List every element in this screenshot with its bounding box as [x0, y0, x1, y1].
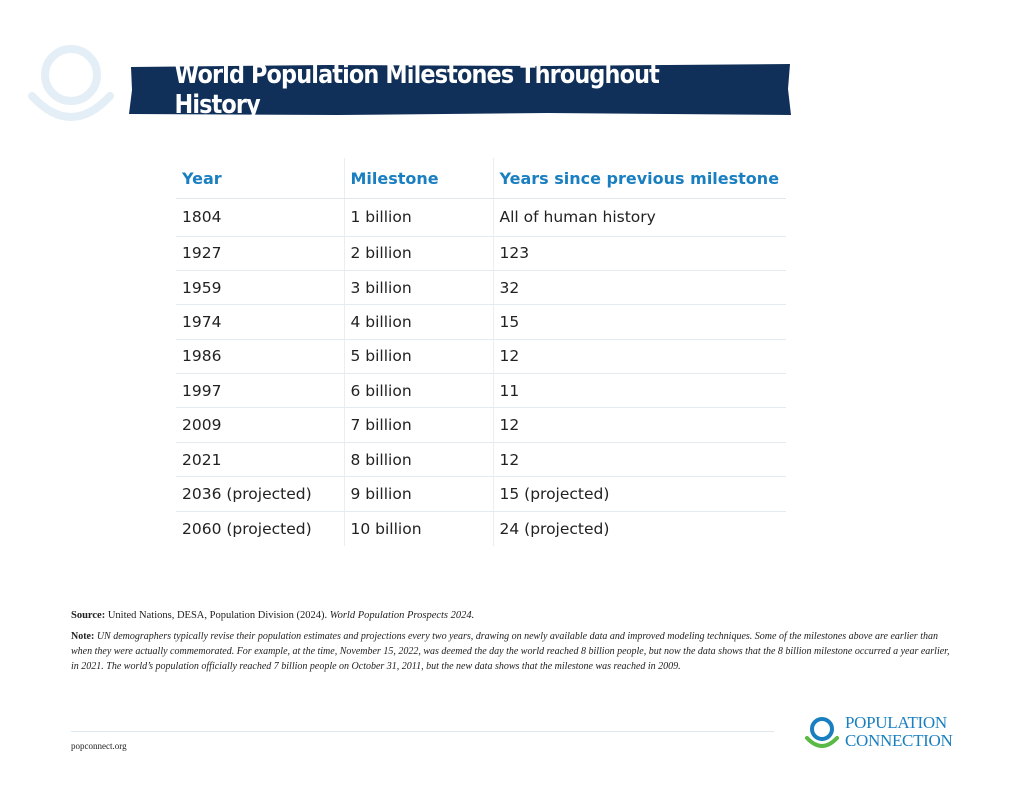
- cell-milestone: 5 billion: [344, 339, 494, 375]
- footer-divider: [71, 731, 774, 732]
- cell-years-since: 12: [493, 339, 786, 375]
- cell-year: 1959: [176, 270, 345, 306]
- table-row: 1927 2 billion 123: [176, 236, 786, 271]
- website-link[interactable]: popconnect.org: [71, 741, 127, 751]
- cell-milestone: 10 billion: [344, 511, 494, 546]
- cell-years-since: 32: [493, 270, 786, 306]
- table-row: 2036 (projected) 9 billion 15 (projected…: [176, 476, 786, 512]
- brand-name-line2: CONNECTION: [845, 731, 953, 750]
- cell-year: 1927: [176, 236, 345, 271]
- note-paragraph: Note: UN demographers typically revise t…: [71, 629, 955, 674]
- cell-years-since: 123: [493, 236, 786, 271]
- cell-milestone: 6 billion: [344, 373, 494, 409]
- cell-year: 1997: [176, 373, 345, 409]
- milestones-table-container: Year Milestone Years since previous mile…: [176, 158, 786, 546]
- source-title: World Population Prospects 2024.: [329, 610, 475, 621]
- cell-year: 1986: [176, 339, 345, 375]
- cell-years-since: 12: [493, 407, 786, 443]
- cell-milestone: 2 billion: [344, 236, 494, 271]
- cell-year: 2021: [176, 442, 345, 478]
- header-years-since: Years since previous milestone: [493, 158, 786, 199]
- table-row: 1959 3 billion 32: [176, 270, 786, 306]
- table-row: 2060 (projected) 10 billion 24 (projecte…: [176, 511, 786, 546]
- cell-year: 2060 (projected): [176, 511, 345, 546]
- cell-years-since: 15: [493, 304, 786, 340]
- cell-milestone: 7 billion: [344, 407, 494, 443]
- page-title: World Population Milestones Throughout H…: [174, 59, 660, 120]
- cell-years-since: 15 (projected): [493, 476, 786, 512]
- brand-name-line1: POPULATION: [845, 713, 947, 732]
- population-connection-watermark-icon: [28, 45, 114, 121]
- table-row: 1974 4 billion 15: [176, 304, 786, 340]
- cell-year: 2036 (projected): [176, 476, 345, 512]
- source-label: Source:: [71, 610, 106, 621]
- cell-milestone: 4 billion: [344, 304, 494, 340]
- cell-years-since: 11: [493, 373, 786, 409]
- table-row: 2021 8 billion 12: [176, 442, 786, 478]
- population-connection-logo-icon: [805, 717, 839, 748]
- header-year: Year: [176, 158, 345, 199]
- cell-years-since: 12: [493, 442, 786, 478]
- cell-milestone: 1 billion: [344, 198, 494, 237]
- table-row: 2009 7 billion 12: [176, 407, 786, 443]
- note-label: Note:: [71, 631, 95, 642]
- cell-year: 2009: [176, 407, 345, 443]
- note-text: UN demographers typically revise their p…: [71, 631, 950, 672]
- title-banner: World Population Milestones Throughout H…: [128, 59, 792, 120]
- milestones-table: Year Milestone Years since previous mile…: [176, 158, 786, 546]
- header-milestone: Milestone: [344, 158, 494, 199]
- cell-milestone: 9 billion: [344, 476, 494, 512]
- source-citation: Source: United Nations, DESA, Population…: [71, 610, 951, 621]
- cell-year: 1804: [176, 198, 345, 237]
- banner-background: [129, 64, 791, 115]
- table-row: 1804 1 billion All of human history: [176, 198, 786, 237]
- cell-milestone: 8 billion: [344, 442, 494, 478]
- cell-years-since: All of human history: [493, 198, 786, 237]
- cell-milestone: 3 billion: [344, 270, 494, 306]
- brand-logo[interactable]: POPULATION CONNECTION: [805, 712, 975, 752]
- table-row: 1997 6 billion 11: [176, 373, 786, 409]
- cell-year: 1974: [176, 304, 345, 340]
- table-header-row: Year Milestone Years since previous mile…: [176, 158, 786, 199]
- cell-years-since: 24 (projected): [499, 519, 610, 538]
- source-text: United Nations, DESA, Population Divisio…: [107, 610, 328, 621]
- table-row: 1986 5 billion 12: [176, 339, 786, 375]
